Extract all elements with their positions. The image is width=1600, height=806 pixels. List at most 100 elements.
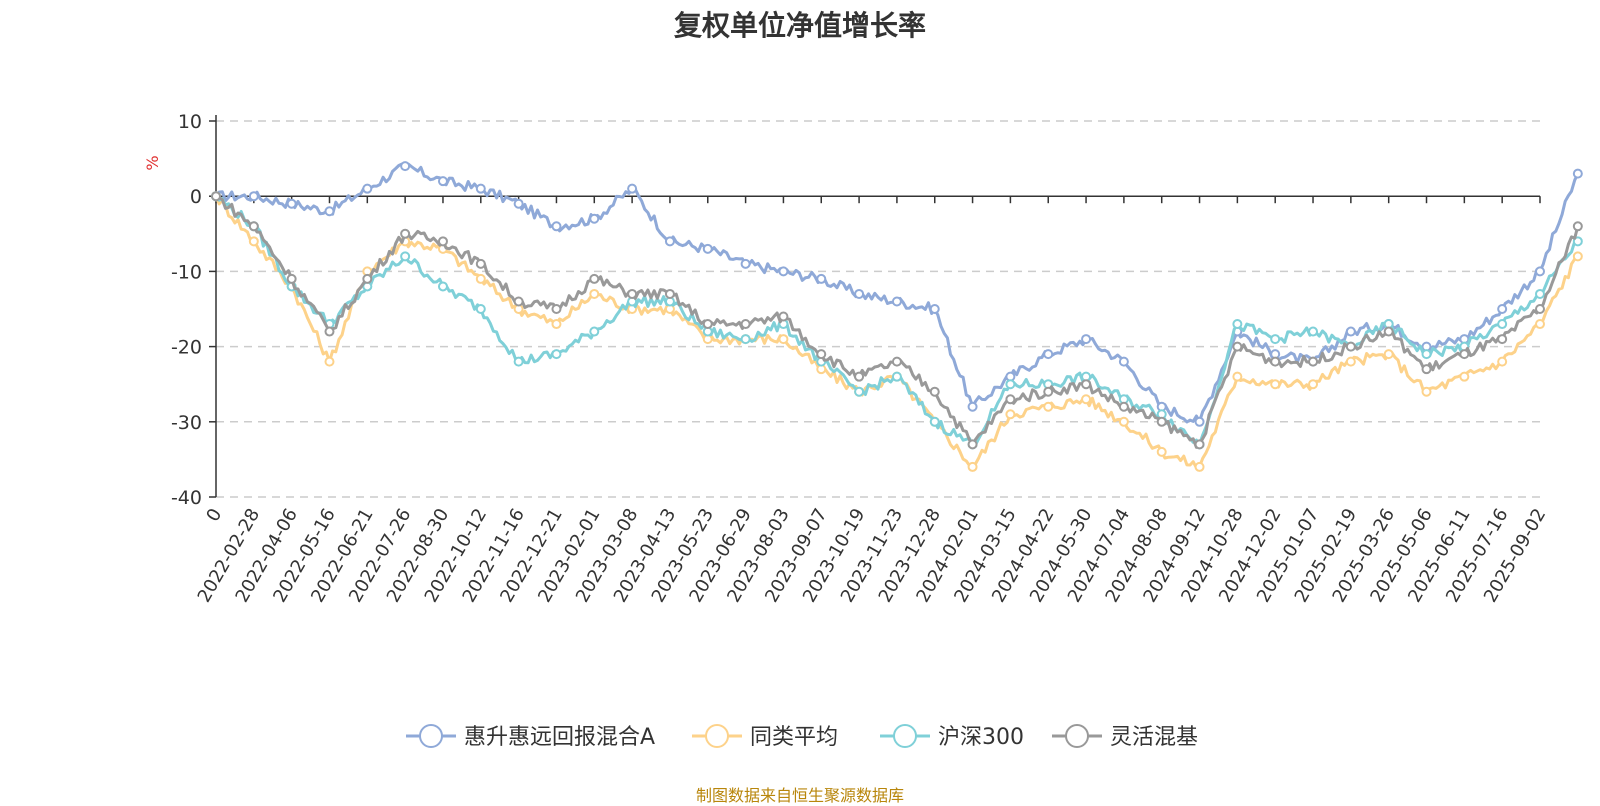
series-point — [475, 304, 486, 314]
series-point — [551, 304, 562, 314]
series-point — [1232, 319, 1243, 330]
series-point — [1043, 401, 1054, 412]
series-point — [1383, 349, 1394, 360]
series-point — [1156, 446, 1167, 457]
series-point — [1535, 319, 1545, 330]
series-point — [740, 334, 751, 345]
y-tick-label: -20 — [171, 337, 202, 359]
series-point — [1497, 334, 1508, 345]
series-point — [400, 161, 411, 172]
series-point — [589, 288, 600, 299]
series-point — [1232, 371, 1243, 382]
series-point — [816, 349, 827, 360]
series-point — [778, 311, 789, 322]
series-point — [1572, 251, 1583, 262]
legend-label: 惠升惠远回报混合A — [464, 725, 655, 750]
y-tick-label: -10 — [171, 261, 202, 283]
y-tick-label: 0 — [190, 186, 202, 208]
series-point — [1081, 379, 1092, 390]
series-point — [1535, 266, 1545, 277]
series-point — [1005, 409, 1016, 420]
legend-item[interactable]: 惠升惠远回报混合A — [406, 724, 655, 750]
series-point — [1572, 236, 1583, 247]
series-point — [740, 319, 751, 330]
series-point — [702, 319, 713, 330]
legend-item[interactable]: 沪深300 — [880, 724, 1024, 750]
series-point — [1081, 334, 1092, 345]
series-point — [437, 281, 448, 292]
series-point — [400, 251, 411, 262]
series-point — [286, 273, 297, 284]
series-point — [1118, 416, 1129, 427]
series-point — [1497, 304, 1508, 314]
series-point — [1043, 386, 1054, 397]
series-point — [664, 288, 675, 299]
series-point — [1270, 379, 1281, 390]
series-point — [362, 273, 373, 284]
legend-item[interactable]: 同类平均 — [692, 724, 838, 750]
series-point — [1421, 364, 1432, 375]
series-point — [1156, 416, 1167, 427]
series-point — [1345, 341, 1356, 352]
series-point — [1081, 394, 1092, 405]
series-point — [891, 371, 902, 382]
series-point — [967, 461, 978, 472]
series-point — [248, 191, 259, 202]
series-point — [627, 183, 638, 194]
series-point — [475, 183, 486, 194]
series-point — [437, 236, 448, 247]
series-point — [1572, 221, 1583, 232]
series-point — [1497, 319, 1508, 330]
legend-item[interactable]: 灵活混基 — [1052, 724, 1198, 750]
series-point — [1270, 356, 1281, 367]
series-point — [513, 356, 524, 367]
series-point — [1497, 356, 1508, 367]
series-point — [475, 273, 486, 284]
legend-marker — [419, 724, 443, 748]
series-point — [437, 176, 448, 187]
legend-label: 灵活混基 — [1110, 725, 1198, 750]
chart-title: 复权单位净值增长率 — [673, 9, 926, 42]
series-point — [248, 236, 259, 247]
series-point — [1535, 304, 1545, 314]
series-point — [929, 304, 940, 314]
x-tick-label: 0 — [202, 505, 226, 525]
series-point — [513, 296, 524, 307]
series-point — [1043, 349, 1054, 360]
series-point — [740, 258, 751, 269]
series-point — [551, 319, 562, 330]
series-point — [1421, 349, 1432, 360]
legend-marker — [705, 724, 729, 748]
series-point — [816, 273, 827, 284]
series-line — [215, 194, 1580, 449]
series-point — [248, 221, 259, 232]
legend-label: 沪深300 — [938, 725, 1024, 750]
series-point — [551, 349, 562, 360]
series-point — [702, 243, 713, 254]
grid-layer — [216, 120, 1540, 498]
series-point — [967, 401, 978, 412]
series-point — [929, 386, 940, 397]
series-point — [513, 198, 524, 209]
series-point — [400, 228, 411, 239]
series-point — [1345, 356, 1356, 367]
series-point — [324, 206, 335, 217]
series-point — [1421, 386, 1432, 397]
series-point — [664, 236, 675, 247]
series-3 — [211, 191, 1583, 450]
series-point — [362, 183, 373, 194]
series-point — [211, 191, 221, 202]
series-point — [854, 288, 865, 299]
series-point — [1118, 356, 1129, 367]
legend-label: 同类平均 — [750, 725, 838, 750]
series-point — [778, 334, 789, 345]
series-point — [1535, 288, 1545, 299]
series-point — [1194, 416, 1205, 427]
series-point — [1383, 326, 1394, 337]
legend-marker — [893, 724, 917, 748]
series-point — [891, 296, 902, 307]
legend-layer: 惠升惠远回报混合A 同类平均 沪深300 灵活混基 — [406, 724, 1198, 750]
series-point — [589, 326, 600, 337]
series-point — [1308, 326, 1319, 337]
